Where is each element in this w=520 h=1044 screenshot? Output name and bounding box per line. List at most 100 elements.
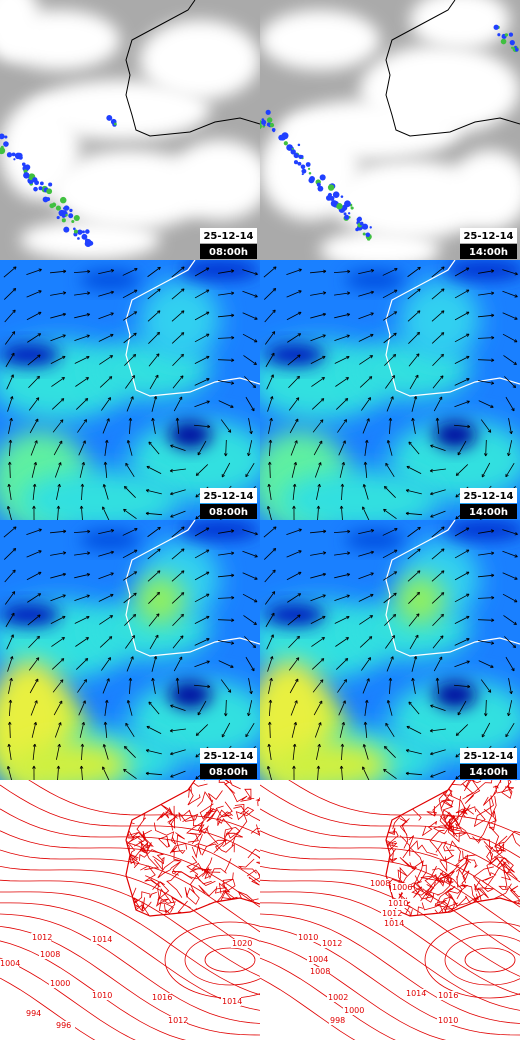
rain-cell — [263, 124, 265, 126]
time-stamp: 14:00h — [469, 767, 508, 778]
rain-cell — [267, 117, 272, 122]
rain-cell — [298, 144, 301, 147]
rain-cell — [270, 123, 274, 127]
rain-cell — [501, 39, 507, 45]
rain-cell — [298, 162, 302, 166]
rain-cell — [50, 204, 53, 207]
isobar-label: 996 — [56, 1021, 71, 1030]
rain-cell — [360, 222, 364, 226]
map-panel: 1006100810101012101410101012100410081002… — [260, 744, 520, 1041]
isobar-label: 1008 — [40, 950, 60, 959]
rain-cell — [63, 207, 66, 210]
rain-cell — [74, 230, 78, 234]
low-wind — [80, 530, 140, 550]
isobar-label: 1004 — [0, 959, 20, 968]
rain-cell — [348, 212, 350, 214]
wind-zone — [395, 575, 445, 625]
rain-cell — [23, 172, 29, 178]
rain-cell — [317, 186, 323, 192]
low-wind — [80, 270, 140, 290]
low-wind — [345, 530, 405, 550]
wind-zone — [135, 575, 185, 625]
isobar-label: 1012 — [168, 1016, 188, 1025]
isobar-label: 1010 — [388, 899, 408, 908]
rain-cell — [294, 153, 299, 158]
isobar-label: 1016 — [438, 991, 458, 1000]
rain-cell — [34, 180, 39, 185]
rain-cell — [261, 120, 266, 125]
rain-cell — [38, 186, 42, 190]
rain-cell — [69, 209, 72, 212]
date-stamp: 25-12-14 — [463, 231, 513, 242]
rain-cell — [510, 40, 515, 45]
rain-cell — [357, 217, 362, 222]
rain-cell — [497, 33, 500, 36]
rain-cell — [40, 181, 44, 185]
rain-cell — [344, 200, 351, 207]
isobar-label: 1012 — [32, 933, 52, 942]
rain-cell — [494, 25, 499, 30]
date-stamp: 25-12-14 — [203, 751, 253, 762]
rain-cell — [73, 227, 76, 230]
isobar-label: 1014 — [406, 989, 426, 998]
isobar-label: 998 — [330, 1016, 345, 1025]
isobar-label: 1014 — [384, 919, 404, 928]
rain-cell — [46, 188, 52, 194]
isobar-label: 1000 — [50, 979, 70, 988]
rain-cell — [85, 240, 92, 247]
rain-cell — [74, 215, 80, 221]
rain-cell — [68, 213, 73, 218]
rain-cell — [308, 168, 310, 170]
isobar-label: 1010 — [92, 991, 112, 1000]
date-stamp: 25-12-14 — [203, 491, 253, 502]
rain-cell — [370, 226, 372, 228]
rain-cell — [32, 179, 35, 182]
rain-cell — [284, 141, 288, 145]
rain-cell — [13, 158, 15, 160]
rain-cell — [355, 228, 359, 232]
rain-cell — [363, 233, 366, 236]
rain-cell — [60, 197, 67, 204]
isobar-label: 1010 — [298, 933, 318, 942]
rain-cell — [266, 112, 269, 115]
isobar-label: 1000 — [344, 1006, 364, 1015]
rain-cell — [7, 152, 12, 157]
date-stamp: 25-12-14 — [463, 491, 513, 502]
rain-cell — [62, 218, 66, 222]
low-wind — [168, 681, 212, 709]
low-wind — [345, 270, 405, 290]
low-wind — [180, 520, 260, 540]
time-stamp: 08:00h — [209, 247, 248, 258]
rain-cell — [57, 216, 60, 219]
rain-cell — [77, 229, 82, 234]
rain-cell — [4, 136, 7, 139]
rain-cell — [309, 172, 312, 175]
rain-cell — [302, 173, 304, 175]
rain-cell — [33, 187, 38, 192]
rain-cell — [282, 132, 289, 139]
rain-cell — [63, 227, 69, 233]
rain-cell — [106, 115, 112, 121]
cloud — [170, 140, 270, 220]
rain-cell — [509, 33, 513, 37]
rain-cell — [46, 197, 50, 201]
isobar-label: 1014 — [92, 935, 112, 944]
rain-cell — [505, 33, 508, 36]
rain-cell — [300, 155, 303, 158]
isobar-label: 1008 — [310, 967, 330, 976]
rain-cell — [77, 237, 80, 240]
rain-cell — [66, 207, 69, 210]
date-stamp: 25-12-14 — [463, 751, 513, 762]
isobar-label: 1012 — [322, 939, 342, 948]
rain-cell — [273, 130, 275, 132]
rain-cell — [341, 195, 344, 198]
map-panel: 25-12-14 14:00h — [250, 520, 520, 790]
time-stamp: 14:00h — [469, 507, 508, 518]
rain-cell — [15, 153, 21, 159]
rain-cell — [114, 123, 117, 126]
isobar-label: 1016 — [152, 993, 172, 1002]
rain-cell — [331, 200, 338, 207]
